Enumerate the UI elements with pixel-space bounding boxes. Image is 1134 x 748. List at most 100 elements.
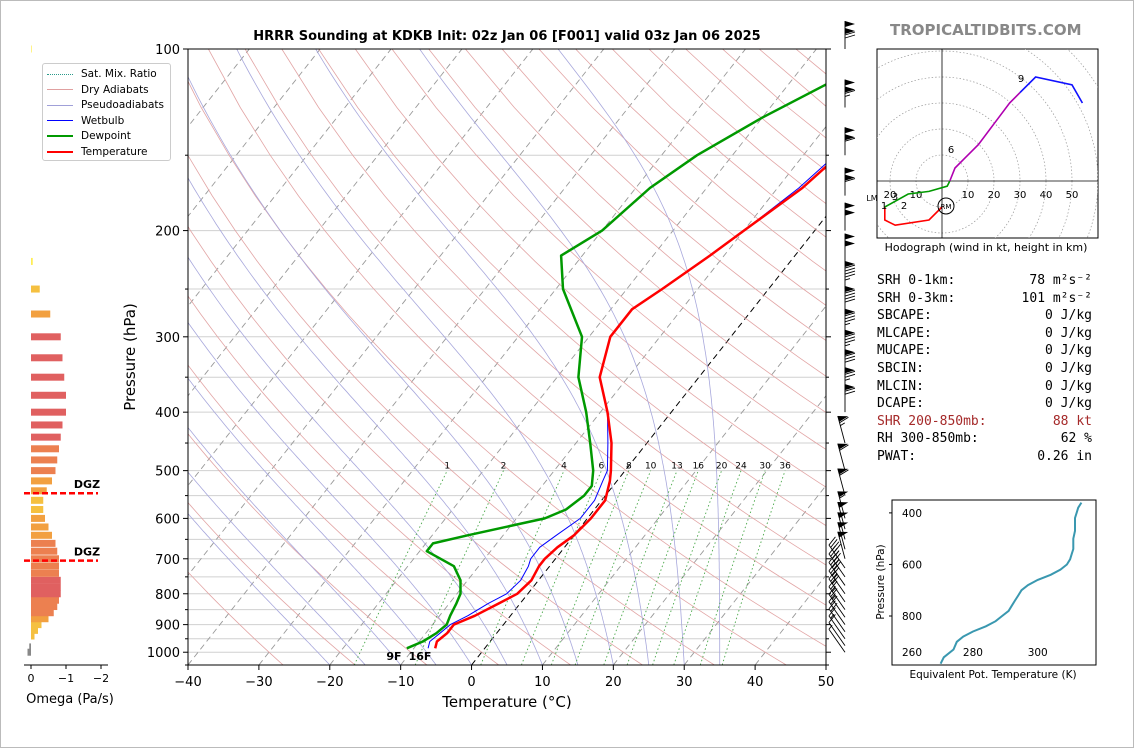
barb-full <box>844 355 856 360</box>
hodograph-height-label: 1 <box>881 201 887 212</box>
barb-full <box>844 339 856 344</box>
stat-name: SBCAPE: <box>877 308 932 324</box>
x-tick-label: 30 <box>676 675 693 690</box>
isotherm <box>188 49 463 397</box>
x-tick-label: −40 <box>174 675 201 690</box>
theta-e-y-label: Pressure (hPa) <box>875 544 887 619</box>
skewt-frame <box>187 48 827 666</box>
y-tick-label: 100 <box>155 43 180 58</box>
omega-bar <box>31 603 58 611</box>
barb-full <box>844 270 856 275</box>
mixing-ratio-label: 8 <box>626 462 632 472</box>
wind-barb <box>828 536 846 569</box>
omega-bar <box>31 596 59 604</box>
barb-staff <box>828 570 846 595</box>
barb-flag <box>837 502 849 508</box>
barb-flag <box>845 286 855 293</box>
hodograph-panel: 10 20 30 40 50 20 10 1 23 6 9 RM LM Hodograph (wind i… <box>866 48 1099 254</box>
mixing-ratio-line <box>652 470 723 665</box>
omega-bar <box>31 496 44 504</box>
stat-value: 78 m²s⁻² <box>1029 273 1092 288</box>
dry-adiabat <box>188 80 787 665</box>
legend-swatch <box>47 89 73 90</box>
mixing-ratio-line <box>480 470 565 665</box>
stat-row: MUCAPE: 0 J/kg <box>877 342 1092 360</box>
x-tick-label: 10 <box>534 675 551 690</box>
barb-staff <box>837 468 846 496</box>
stat-value: 101 m²s⁻² <box>1021 290 1092 306</box>
dry-adiabat <box>208 49 826 647</box>
wind-barb <box>844 261 856 290</box>
x-tick-label: 40 <box>747 675 764 690</box>
mixing-ratio-line <box>626 470 699 665</box>
dry-adiabat <box>188 571 284 665</box>
legend-item: Sat. Mix. Ratio <box>47 67 157 81</box>
site-brand: TROPICALTIDBITS.COM <box>890 21 1082 39</box>
dry-adiabat <box>188 295 571 665</box>
legend-label: Sat. Mix. Ratio <box>81 68 157 80</box>
omega-bar <box>31 609 54 617</box>
hodograph-height-label: 3 <box>892 192 898 203</box>
barb-flag <box>837 443 849 450</box>
stat-row: SRH 0-3km: 101 m²s⁻² <box>877 290 1092 308</box>
barb-staff <box>837 512 846 540</box>
omega-bar <box>31 632 35 640</box>
dewpoint-line <box>406 83 826 650</box>
barb-staff <box>828 601 846 625</box>
stat-value: 0 J/kg <box>1045 360 1092 376</box>
barb-staff <box>828 608 846 633</box>
stat-row: RH 300-850mb: 62 % <box>877 430 1092 448</box>
y-tick-label: 500 <box>155 465 180 480</box>
dry-adiabat <box>188 364 499 665</box>
x-tick-label: −10 <box>387 675 414 690</box>
omega-panel: DGZ DGZ 0 −1 −2 Omega (Pa/s) <box>24 45 114 707</box>
theta-e-x-tick-label: 300 <box>1028 647 1048 659</box>
x-tick-label: −20 <box>316 675 343 690</box>
omega-bar <box>31 626 38 634</box>
wind-barb <box>837 512 849 540</box>
stat-name: MLCAPE: <box>877 325 932 341</box>
barb-full <box>828 585 836 595</box>
hodograph-trace <box>884 206 943 227</box>
omega-bar <box>31 373 65 381</box>
barb-full <box>844 358 856 363</box>
barb-half <box>835 559 840 565</box>
wind-barb <box>844 167 856 196</box>
legend-item: Wetbulb <box>47 114 124 128</box>
omega-bar <box>31 391 66 399</box>
stat-name: RH 300-850mb: <box>877 431 979 447</box>
mixing-ratio-line <box>673 470 742 665</box>
barb-full <box>828 578 836 587</box>
barb-half <box>844 378 851 381</box>
omega-tick-label: −2 <box>93 672 109 685</box>
barb-flag <box>837 491 849 498</box>
hodograph-ring-label: 10 <box>910 190 923 201</box>
legend-label: Wetbulb <box>81 114 125 127</box>
barb-full <box>844 370 856 375</box>
y-tick-label: 400 <box>155 406 180 421</box>
moist-adiabat <box>236 49 614 665</box>
stat-name: MUCAPE: <box>877 343 932 359</box>
wind-barb <box>844 233 855 262</box>
omega-tick-label: −1 <box>58 672 74 685</box>
barb-half <box>835 550 840 556</box>
legend: Sat. Mix. Ratio Dry Adiabats Pseudoadiabat… <box>42 63 171 161</box>
hodograph-trace <box>1019 76 1084 104</box>
wind-barb <box>844 79 856 108</box>
sounding-stats: SRH 0-1km: 78 m²s⁻² SRH 0-3km: 101 m²s⁻² SBC… <box>877 272 1092 466</box>
barb-full <box>830 539 838 548</box>
wind-barb <box>844 127 856 156</box>
mixing-ratio-line <box>699 470 766 665</box>
barb-flag <box>845 134 855 141</box>
barb-flag <box>845 349 855 356</box>
barb-half <box>839 494 845 499</box>
omega-bar <box>31 445 59 453</box>
barb-full <box>844 390 856 395</box>
wind-barb <box>837 531 849 559</box>
legend-label: Dry Adiabats <box>81 83 149 96</box>
legend-swatch <box>47 73 73 75</box>
isotherm <box>542 305 826 665</box>
hodograph-ring-label: 50 <box>1066 190 1079 201</box>
stat-value: 0.26 in <box>1037 448 1092 464</box>
barb-full <box>844 312 856 317</box>
